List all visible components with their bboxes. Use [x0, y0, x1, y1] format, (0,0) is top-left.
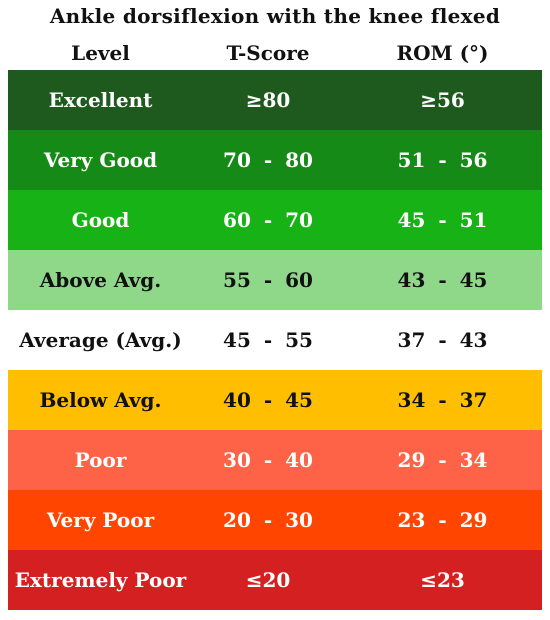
row-level: Average (Avg.)	[19, 328, 182, 352]
row-rom: 23 - 29	[397, 508, 488, 532]
row-rom: 34 - 37	[397, 388, 488, 412]
row-tscore: 70 - 80	[223, 148, 313, 172]
row-tscore: 55 - 60	[223, 268, 313, 292]
header-level: Level	[71, 41, 130, 65]
table-row: Extremely Poor ≤20 ≤23	[8, 550, 542, 610]
row-tscore: ≤20	[245, 568, 291, 592]
row-level: Very Good	[43, 148, 158, 172]
row-tscore: 45 - 55	[223, 328, 313, 352]
row-rom: 45 - 51	[397, 208, 488, 232]
row-tscore: 40 - 45	[223, 388, 313, 412]
row-level: Very Poor	[46, 508, 155, 532]
row-level: Extremely Poor	[14, 568, 187, 592]
row-level: Below Avg.	[39, 388, 162, 412]
row-rom: 51 - 56	[397, 148, 488, 172]
row-tscore: 20 - 30	[223, 508, 313, 532]
rating-table: Excellent ≥80 ≥56 Very Good 70 - 80 51 -…	[8, 70, 542, 610]
table-row: Poor 30 - 40 29 - 34	[8, 430, 542, 490]
row-rom: 37 - 43	[397, 328, 488, 352]
table-row: Above Avg. 55 - 60 43 - 45	[8, 250, 542, 310]
table-header-row: Level T-Score ROM (°)	[8, 38, 542, 68]
table-row: Very Poor 20 - 30 23 - 29	[8, 490, 542, 550]
row-tscore: 60 - 70	[223, 208, 313, 232]
row-tscore: 30 - 40	[223, 448, 313, 472]
table-row: Excellent ≥80 ≥56	[8, 70, 542, 130]
row-tscore: ≥80	[245, 88, 291, 112]
row-rom: 43 - 45	[397, 268, 488, 292]
row-rom: ≤23	[420, 568, 465, 592]
row-level: Above Avg.	[39, 268, 162, 292]
row-level: Excellent	[48, 88, 153, 112]
table-row: Very Good 70 - 80 51 - 56	[8, 130, 542, 190]
table-row: Average (Avg.) 45 - 55 37 - 43	[8, 310, 542, 370]
table-title: Ankle dorsiflexion with the knee flexed	[49, 4, 501, 28]
table-row: Good 60 - 70 45 - 51	[8, 190, 542, 250]
table-row: Below Avg. 40 - 45 34 - 37	[8, 370, 542, 430]
row-rom: 29 - 34	[397, 448, 488, 472]
row-level: Poor	[74, 448, 127, 472]
header-tscore: T-Score	[226, 41, 310, 65]
row-level: Good	[71, 208, 130, 232]
row-rom: ≥56	[420, 88, 465, 112]
header-rom: ROM (°)	[396, 41, 489, 65]
